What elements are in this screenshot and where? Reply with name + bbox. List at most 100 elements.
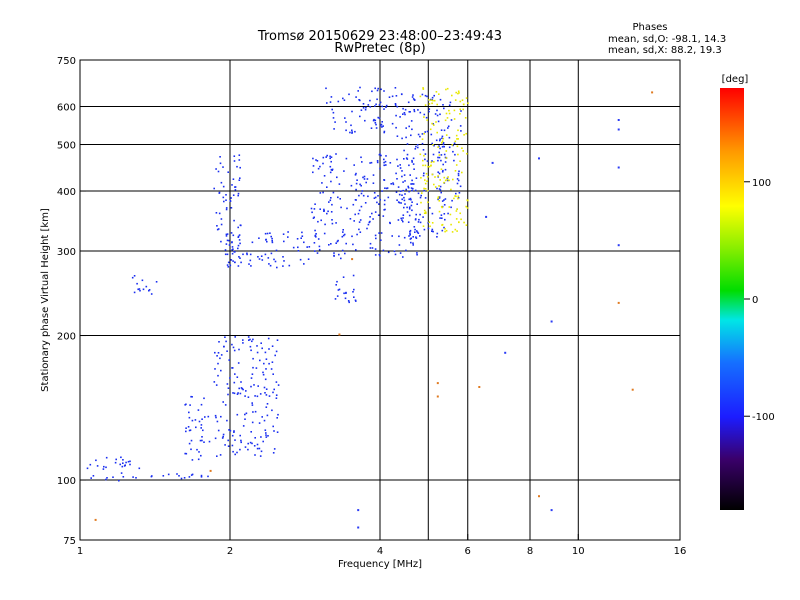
data-point	[440, 214, 443, 216]
data-point	[254, 410, 257, 413]
data-point	[233, 431, 235, 433]
data-point	[409, 111, 411, 113]
data-point	[448, 109, 450, 112]
data-point	[297, 250, 300, 252]
data-point	[222, 196, 225, 199]
data-point	[409, 229, 412, 232]
data-point	[188, 416, 191, 419]
data-point	[96, 465, 99, 467]
data-point	[454, 153, 456, 156]
data-point	[322, 162, 324, 165]
data-point	[326, 154, 328, 157]
data-point	[183, 477, 186, 479]
data-point	[441, 200, 444, 202]
data-point	[373, 197, 376, 199]
data-point	[457, 138, 459, 140]
data-point	[414, 189, 417, 192]
data-point	[444, 228, 446, 230]
data-point	[329, 165, 332, 168]
data-point	[242, 342, 244, 344]
data-point	[410, 120, 413, 122]
data-point	[362, 194, 365, 197]
data-point	[263, 419, 266, 422]
data-point	[435, 139, 438, 142]
data-point	[301, 231, 303, 234]
data-point	[273, 388, 275, 391]
data-point	[417, 133, 420, 136]
data-point	[122, 476, 125, 478]
data-point	[236, 413, 239, 416]
data-point	[343, 99, 346, 101]
data-point	[323, 208, 325, 211]
data-point	[194, 419, 197, 421]
data-point	[342, 276, 345, 278]
data-point	[410, 241, 412, 244]
data-point	[190, 439, 193, 442]
data-point	[259, 359, 261, 362]
data-point	[269, 264, 272, 267]
data-point	[220, 181, 223, 184]
data-point	[383, 131, 385, 134]
data-point	[313, 208, 316, 210]
data-point	[419, 235, 421, 237]
data-point	[448, 179, 450, 182]
data-point	[449, 213, 452, 216]
data-point	[332, 117, 335, 119]
data-point	[336, 280, 338, 283]
data-point	[344, 117, 346, 119]
data-point	[105, 466, 107, 469]
data-point	[369, 247, 372, 249]
data-point	[371, 212, 373, 215]
data-point	[246, 253, 248, 256]
data-point	[381, 121, 383, 123]
data-point	[357, 509, 360, 512]
data-point	[276, 431, 279, 433]
data-point	[189, 429, 192, 431]
data-point	[421, 138, 424, 140]
data-point	[238, 256, 240, 258]
data-point	[460, 130, 462, 132]
data-point	[343, 170, 345, 172]
data-point	[413, 110, 416, 113]
data-point	[261, 416, 263, 418]
data-point	[445, 134, 448, 136]
data-point	[417, 221, 420, 223]
data-point	[428, 103, 431, 105]
data-point	[423, 154, 425, 157]
phase-info-x: mean, sd,X: 88.2, 19.3	[608, 45, 722, 56]
data-point	[404, 108, 407, 111]
data-point	[386, 187, 389, 189]
data-point	[444, 119, 447, 122]
data-point	[264, 351, 267, 354]
data-point	[233, 155, 236, 157]
data-point	[230, 232, 233, 234]
data-point	[316, 160, 319, 162]
data-point	[405, 136, 407, 139]
data-point	[428, 221, 431, 223]
data-point	[412, 98, 415, 100]
data-point	[441, 142, 443, 144]
data-point	[325, 87, 327, 90]
data-point	[385, 106, 387, 108]
data-point	[412, 157, 415, 160]
data-point	[410, 187, 413, 189]
data-point	[288, 264, 291, 267]
data-point	[226, 419, 228, 422]
data-point	[364, 119, 366, 122]
data-point	[384, 208, 386, 211]
data-point	[444, 198, 447, 200]
data-point	[445, 229, 448, 232]
data-point	[233, 430, 235, 432]
data-point	[455, 192, 457, 195]
data-point	[231, 252, 234, 255]
data-point	[271, 239, 273, 242]
data-point	[185, 452, 188, 455]
data-point	[416, 252, 418, 254]
data-point	[138, 288, 141, 290]
data-point	[227, 387, 230, 389]
data-point	[240, 439, 242, 442]
data-point	[227, 393, 229, 396]
data-point	[443, 226, 445, 229]
data-point	[254, 437, 256, 439]
data-point	[461, 171, 463, 174]
